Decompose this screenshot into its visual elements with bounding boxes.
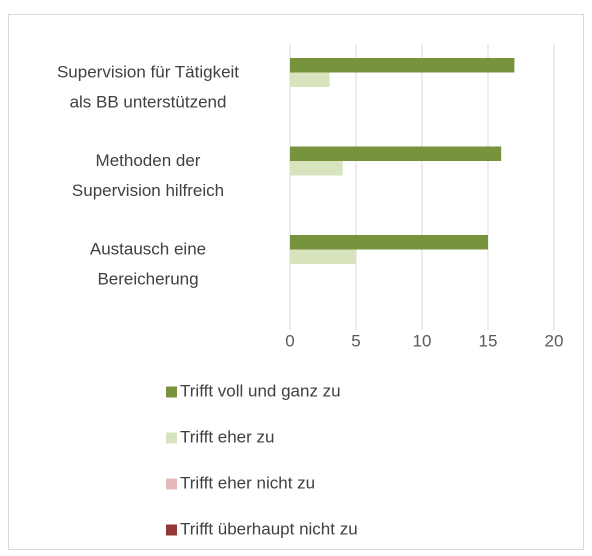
legend-label: Trifft eher nicht zu bbox=[180, 473, 315, 492]
legend-swatch bbox=[166, 432, 177, 444]
bar bbox=[290, 58, 515, 73]
bar bbox=[290, 235, 488, 250]
category-label: Austausch eine Bereicherung bbox=[90, 240, 206, 289]
x-tick-label: 10 bbox=[413, 331, 432, 350]
x-tick-label: 20 bbox=[545, 331, 564, 350]
legend-swatch bbox=[166, 524, 177, 536]
legend-label: Trifft überhaupt nicht zu bbox=[180, 519, 358, 538]
bar bbox=[290, 161, 343, 176]
legend-swatch bbox=[166, 478, 177, 490]
legend-label: Trifft voll und ganz zu bbox=[180, 381, 341, 400]
bar bbox=[290, 72, 330, 87]
category-label: Supervision für Tätigkeit als BB unterstü… bbox=[57, 63, 239, 112]
x-tick-label: 5 bbox=[351, 331, 360, 350]
x-tick-label: 15 bbox=[479, 331, 498, 350]
bar bbox=[290, 249, 356, 264]
category-label: Methoden der Supervision hilfreich bbox=[72, 151, 224, 200]
bar bbox=[290, 146, 502, 161]
x-tick-label: 0 bbox=[285, 331, 294, 350]
legend-swatch bbox=[166, 386, 177, 398]
legend-label: Trifft eher zu bbox=[180, 427, 274, 446]
